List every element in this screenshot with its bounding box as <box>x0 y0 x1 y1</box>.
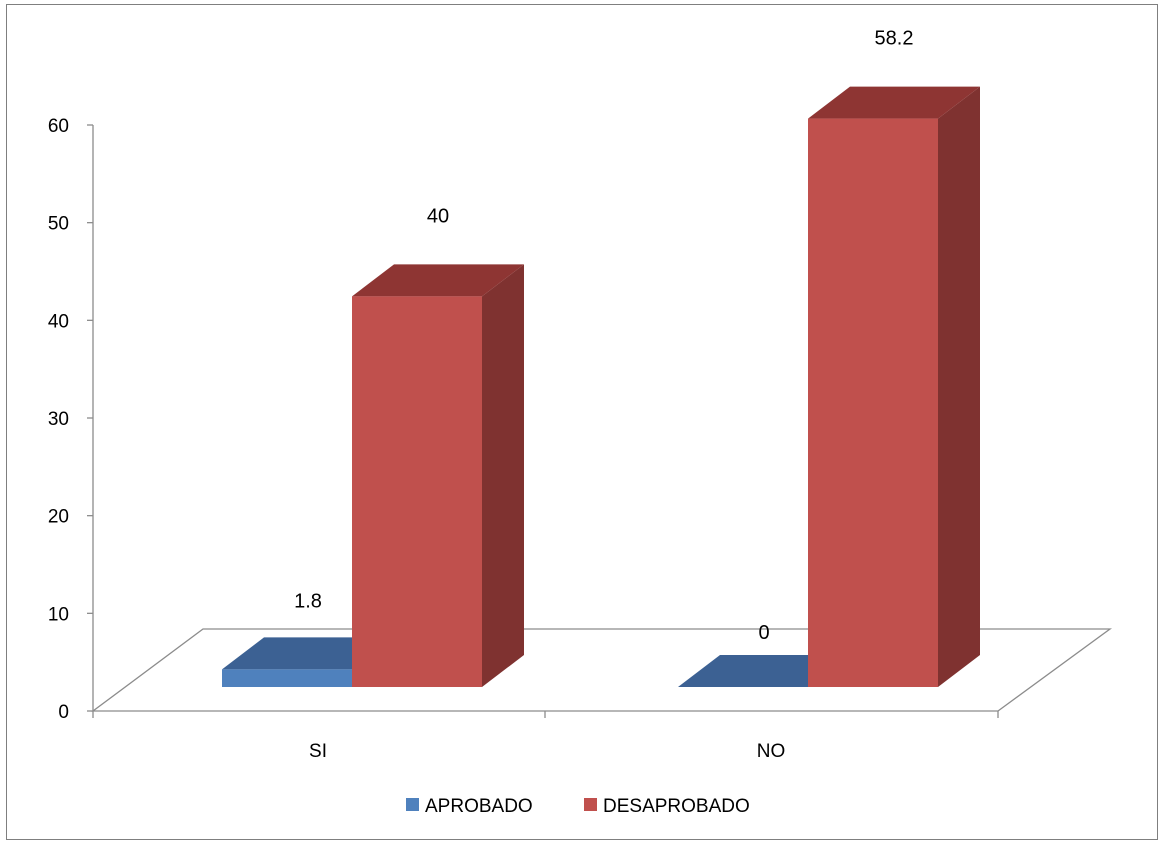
bar-top-face <box>678 655 850 687</box>
x-axis: SI NO <box>92 711 999 762</box>
y-tick-label: 20 <box>48 507 69 528</box>
y-tick-label: 30 <box>48 409 69 430</box>
legend-label: APROBADO <box>425 796 533 817</box>
legend: APROBADO DESAPROBADO <box>406 796 750 817</box>
y-tick-label: 50 <box>48 214 69 235</box>
data-label: 40 <box>427 205 449 227</box>
y-tick-label: 10 <box>48 604 69 625</box>
x-category-label: NO <box>757 741 786 762</box>
y-tick-label: 0 <box>58 702 69 723</box>
bar-side-face <box>482 264 524 687</box>
x-category-label: SI <box>309 741 327 762</box>
data-label: 1.8 <box>294 590 322 612</box>
bar-desaprobado-si <box>352 264 524 687</box>
y-tick-label: 60 <box>48 116 69 137</box>
bar-top-face <box>222 637 394 670</box>
legend-swatch <box>406 798 419 811</box>
bar-top-face <box>352 264 524 297</box>
legend-item-aprobado: APROBADO <box>406 796 533 817</box>
legend-item-desaprobado: DESAPROBADO <box>584 796 750 817</box>
bar-front-face <box>808 118 938 687</box>
data-label: 58.2 <box>875 28 914 50</box>
data-labels: 1.8 40 0 58.2 <box>294 28 913 644</box>
y-axis: 0 10 20 30 40 50 60 <box>48 116 94 723</box>
bar-front-face <box>352 296 482 687</box>
legend-label: DESAPROBADO <box>603 796 750 817</box>
bar-aprobado-no <box>678 655 850 687</box>
bar-top-face <box>808 86 980 119</box>
bar-side-face <box>938 86 980 687</box>
bar-front-face <box>222 669 352 687</box>
legend-swatch <box>584 798 597 811</box>
bar-desaprobado-no <box>808 86 980 687</box>
data-label: 0 <box>758 622 769 644</box>
bars <box>222 86 980 687</box>
y-tick-label: 40 <box>48 311 69 332</box>
